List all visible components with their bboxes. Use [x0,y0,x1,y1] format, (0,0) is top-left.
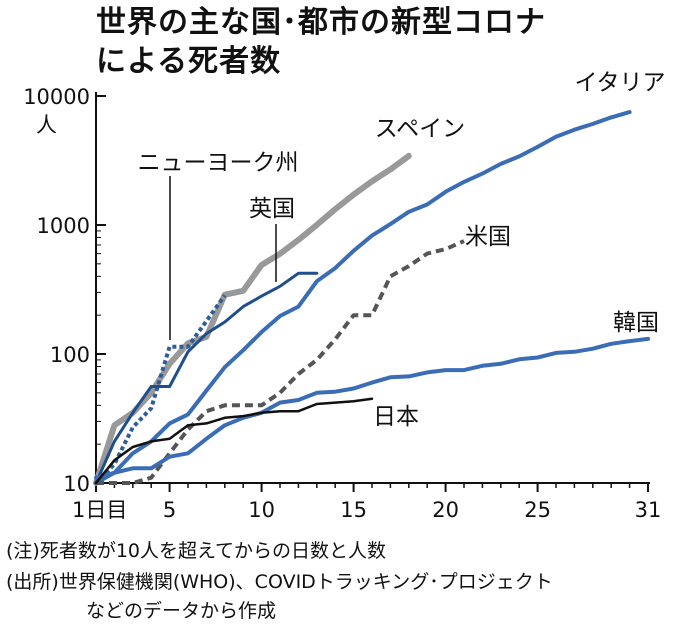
series-line-3 [94,294,227,485]
y-tick-label-10000: 10000 [23,85,90,109]
series-label-3: ニューヨーク州 [138,150,299,176]
series-label-2: イタリア [574,70,665,96]
y-tick-label-1000: 1000 [37,214,90,238]
series-label-5: 米国 [465,224,511,250]
source-line-1: (出所)世界保健機関(WHO)、COVIDトラッキング･プロジェクト [6,571,553,593]
x-tick-label-10: 10 [248,498,275,522]
x-tick-label-5: 5 [163,498,176,522]
series-line-5 [96,239,465,485]
x-tick-label-20: 20 [432,498,459,522]
x-tick-label-15: 15 [340,498,367,522]
x-tick-label-31: 31 [635,498,662,522]
chart-title-line1: 世界の主な国･都市の新型コロナ [96,5,546,40]
series-label-1: スペイン [375,116,465,142]
footnote: (注)死者数が10人を超えてからの日数と人数 [6,540,387,562]
series-label-4: 英国 [249,196,295,222]
death-toll-chart: 10 100 1000 10000 人 1日目 5 10 15 20 25 31 スペイン イタリアニュー… [23,70,665,522]
chart-title-line2: による死者数 [96,44,282,79]
series-line-7 [94,397,374,485]
series-line-2 [94,110,632,485]
y-tick-label-100: 100 [50,343,90,367]
x-tick-label-1: 1日目 [72,498,127,522]
series-line-4 [94,271,319,485]
series-line-6 [94,336,650,480]
y-tick-label-10: 10 [63,472,90,496]
series-line-1 [93,152,412,486]
series-label-6: 韓国 [613,310,659,336]
x-tick-label-25: 25 [524,498,551,522]
source-line-2: などのデータから作成 [86,600,277,622]
series-label-7: 日本 [373,404,419,430]
y-unit-label: 人 [36,113,57,137]
